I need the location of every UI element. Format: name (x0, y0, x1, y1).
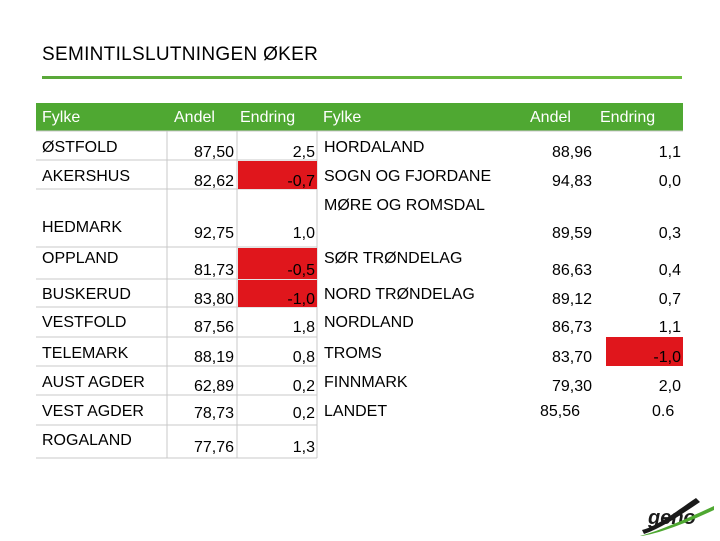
left-andel-7: 62,89 (193, 378, 234, 395)
left-andel-8: 78,73 (193, 405, 234, 422)
right-endring-8: 0.6 (652, 403, 675, 420)
right-fylke-5: NORDLAND (324, 314, 414, 331)
right-fylke-7: FINNMARK (324, 374, 408, 391)
left-endring-3: -0,5 (287, 262, 315, 279)
left-andel-0: 87,50 (193, 144, 234, 161)
header-right-endring: Endring (600, 109, 656, 126)
header-left-endring: Endring (240, 109, 296, 126)
right-andel-7: 79,30 (551, 378, 592, 395)
header-right-andel: Andel (530, 109, 571, 126)
left-fylke-9: ROGALAND (42, 432, 132, 449)
right-endring-0: 1,1 (658, 144, 681, 161)
left-endring-5: 1,8 (292, 319, 315, 336)
left-andel-1: 82,62 (193, 173, 234, 190)
left-fylke-7: AUST AGDER (42, 374, 145, 391)
left-fylke-6: TELEMARK (42, 345, 129, 362)
header-row (36, 103, 683, 131)
left-fylke-4: BUSKERUD (42, 286, 131, 303)
right-andel-2: 89,59 (551, 225, 592, 242)
right-andel-4: 89,12 (551, 291, 592, 308)
right-fylke-4: NORD TRØNDELAG (324, 286, 475, 303)
right-fylke-0: HORDALAND (324, 139, 425, 156)
negative-cell-troms (606, 337, 683, 366)
left-endring-2: 1,0 (292, 225, 315, 242)
right-fylke-6: TROMS (324, 345, 382, 362)
left-andel-2: 92,75 (193, 225, 234, 242)
left-andel-9: 77,76 (193, 439, 234, 456)
negative-cell-akershus (238, 161, 317, 189)
left-endring-9: 1,3 (292, 439, 315, 456)
left-endring-4: -1,0 (287, 291, 315, 308)
left-andel-4: 83,80 (193, 291, 234, 308)
right-endring-3: 0,4 (658, 262, 681, 279)
page-title: SEMINTILSLUTNINGEN ØKER (42, 44, 319, 65)
left-andel-6: 88,19 (193, 349, 234, 366)
left-fylke-1: AKERSHUS (42, 168, 131, 185)
right-andel-8: 85,56 (540, 403, 581, 420)
header-left-andel: Andel (174, 109, 215, 126)
left-andel-3: 81,73 (193, 262, 234, 279)
left-endring-6: 0,8 (292, 349, 315, 366)
right-endring-2: 0,3 (658, 225, 681, 242)
left-fylke-2: HEDMARK (42, 219, 123, 236)
logo-text: geno (647, 507, 696, 529)
right-fylke-8: LANDET (324, 403, 388, 420)
right-andel-0: 88,96 (551, 144, 592, 161)
left-endring-1: -0,7 (287, 173, 315, 190)
right-endring-7: 2,0 (658, 378, 681, 395)
right-andel-3: 86,63 (551, 262, 592, 279)
left-andel-5: 87,56 (193, 319, 234, 336)
geno-logo: geno (638, 496, 716, 536)
left-fylke-8: VEST AGDER (42, 403, 144, 420)
right-endring-6: -1,0 (653, 349, 681, 366)
right-endring-4: 0,7 (658, 291, 681, 308)
left-fylke-3: OPPLAND (42, 250, 119, 267)
right-fylke-2: MØRE OG ROMSDAL (324, 197, 485, 214)
header-left-fylke: Fylke (42, 109, 81, 126)
title-underline (42, 76, 682, 79)
right-fylke-1: SOGN OG FJORDANE (324, 168, 492, 185)
negative-cell-buskerud (238, 280, 317, 307)
right-endring-5: 1,1 (658, 319, 681, 336)
right-andel-5: 86,73 (551, 319, 592, 336)
right-andel-1: 94,83 (551, 173, 592, 190)
left-endring-0: 2,5 (292, 144, 315, 161)
left-fylke-5: VESTFOLD (42, 314, 127, 331)
left-endring-7: 0,2 (292, 378, 315, 395)
right-fylke-3: SØR TRØNDELAG (324, 250, 463, 267)
right-endring-1: 0,0 (658, 173, 681, 190)
left-endring-8: 0,2 (292, 405, 315, 422)
right-andel-6: 83,70 (551, 349, 592, 366)
left-fylke-0: ØSTFOLD (42, 139, 118, 156)
negative-cell-oppland (238, 248, 317, 279)
header-right-fylke: Fylke (323, 109, 362, 126)
